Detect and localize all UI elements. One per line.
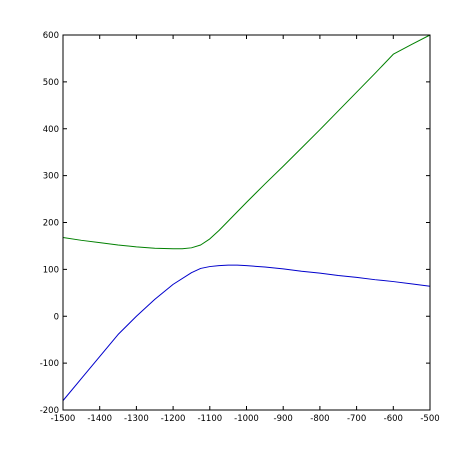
y-tick-label: 200 (43, 219, 59, 229)
y-tick-label: 100 (43, 265, 59, 275)
x-tick-label: -1400 (87, 414, 112, 424)
x-tick-label: -1100 (197, 414, 222, 424)
y-tick-label: 400 (43, 125, 59, 135)
x-tick-label: -500 (420, 414, 439, 424)
x-tick-label: -1500 (51, 414, 76, 424)
plot-frame (62, 34, 431, 411)
y-tick-label: -200 (40, 406, 59, 416)
series-line-1 (62, 34, 431, 250)
x-tick-label: -1300 (124, 414, 149, 424)
x-tick-label: -1000 (234, 414, 259, 424)
x-tick-label: -600 (384, 414, 403, 424)
y-tick-label: -100 (40, 359, 59, 369)
y-tick-label: 0 (54, 312, 59, 322)
y-tick-label: 600 (43, 31, 59, 41)
y-tick-label: 500 (43, 78, 59, 88)
x-tick-label: -900 (274, 414, 293, 424)
series-line-2 (62, 264, 431, 401)
y-tick-label: 300 (43, 172, 59, 182)
x-tick-label: -800 (310, 414, 329, 424)
plot-lines (62, 34, 431, 401)
x-tick-label: -1200 (161, 414, 186, 424)
x-axis: -1500 -1400 -1300 -1200 -1100 -1000 -900 -800 -7… (51, 35, 440, 424)
x-tick-label: -700 (347, 414, 366, 424)
